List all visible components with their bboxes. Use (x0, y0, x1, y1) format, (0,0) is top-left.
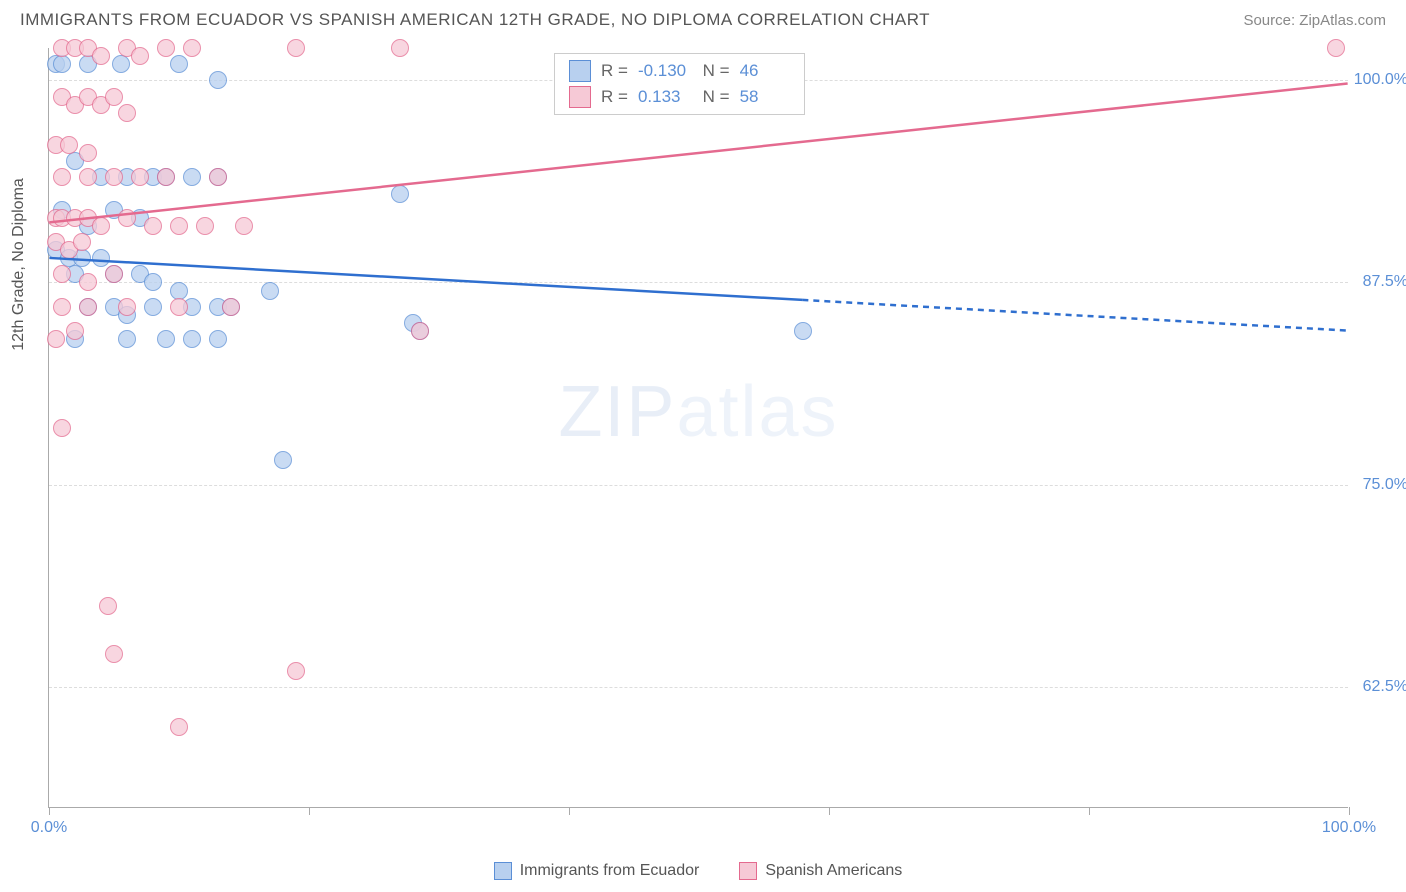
x-tick (49, 807, 50, 815)
scatter-point (287, 662, 305, 680)
y-tick-label: 75.0% (1353, 476, 1406, 494)
scatter-point (183, 330, 201, 348)
x-tick (1089, 807, 1090, 815)
scatter-point (53, 55, 71, 73)
correlation-legend: R = -0.130 N = 46 R = 0.133 N = 58 (554, 53, 805, 115)
trend-line-extrapolated (802, 300, 1347, 331)
legend-n-label: N = (698, 87, 730, 107)
scatter-point (209, 71, 227, 89)
scatter-point (144, 273, 162, 291)
scatter-point (118, 209, 136, 227)
scatter-point (66, 322, 84, 340)
scatter-point (235, 217, 253, 235)
scatter-point (73, 233, 91, 251)
gridline (49, 687, 1348, 688)
legend-n-label: N = (698, 61, 730, 81)
scatter-point (47, 330, 65, 348)
legend-swatch (569, 86, 591, 108)
scatter-point (118, 298, 136, 316)
scatter-point (411, 322, 429, 340)
series-legend: Immigrants from Ecuador Spanish Americans (48, 862, 1348, 880)
legend-swatch (494, 862, 512, 880)
x-tick (829, 807, 830, 815)
scatter-point (79, 144, 97, 162)
scatter-point (144, 217, 162, 235)
x-tick-label: 100.0% (1322, 819, 1376, 837)
scatter-point (53, 265, 71, 283)
scatter-point (170, 55, 188, 73)
x-tick (569, 807, 570, 815)
scatter-point (183, 168, 201, 186)
scatter-point (222, 298, 240, 316)
scatter-point (79, 273, 97, 291)
scatter-point (157, 39, 175, 57)
y-tick-label: 62.5% (1353, 678, 1406, 696)
chart-title: IMMIGRANTS FROM ECUADOR VS SPANISH AMERI… (20, 10, 930, 30)
scatter-point (1327, 39, 1345, 57)
scatter-point (105, 88, 123, 106)
scatter-point (157, 330, 175, 348)
scatter-point (274, 451, 292, 469)
source-attribution: Source: ZipAtlas.com (1243, 12, 1386, 29)
legend-r-label: R = (601, 61, 628, 81)
scatter-point (391, 185, 409, 203)
legend-swatch (569, 60, 591, 82)
scatter-point (261, 282, 279, 300)
legend-r-label: R = (601, 87, 628, 107)
scatter-point (170, 718, 188, 736)
scatter-point (131, 47, 149, 65)
scatter-point (794, 322, 812, 340)
scatter-point (131, 168, 149, 186)
scatter-point (105, 265, 123, 283)
scatter-point (105, 168, 123, 186)
watermark: ZIPatlas (558, 371, 838, 453)
scatter-point (209, 330, 227, 348)
scatter-point (92, 47, 110, 65)
scatter-point (79, 298, 97, 316)
scatter-point (118, 104, 136, 122)
scatter-point (60, 136, 78, 154)
y-tick-label: 87.5% (1353, 273, 1406, 291)
legend-r-value: -0.130 (638, 61, 688, 81)
scatter-point (118, 330, 136, 348)
scatter-point (53, 419, 71, 437)
legend-item: Immigrants from Ecuador (494, 862, 700, 880)
legend-label: Immigrants from Ecuador (520, 862, 700, 880)
scatter-point (287, 39, 305, 57)
scatter-point (183, 39, 201, 57)
y-axis-title: 12th Grade, No Diploma (10, 178, 28, 351)
legend-label: Spanish Americans (765, 862, 902, 880)
trend-lines-svg (49, 48, 1348, 807)
legend-swatch (739, 862, 757, 880)
scatter-point (53, 298, 71, 316)
scatter-point (92, 249, 110, 267)
scatter-point (209, 168, 227, 186)
x-tick (309, 807, 310, 815)
x-tick-label: 0.0% (31, 819, 67, 837)
y-tick-label: 100.0% (1353, 71, 1406, 89)
scatter-point (92, 217, 110, 235)
scatter-point (144, 298, 162, 316)
legend-n-value: 46 (740, 61, 790, 81)
scatter-point (391, 39, 409, 57)
scatter-point (53, 168, 71, 186)
legend-row: R = -0.130 N = 46 (569, 58, 790, 84)
scatter-point (170, 298, 188, 316)
scatter-point (112, 55, 130, 73)
gridline (49, 282, 1348, 283)
legend-item: Spanish Americans (739, 862, 902, 880)
legend-r-value: 0.133 (638, 87, 688, 107)
trend-line (49, 258, 802, 300)
scatter-point (157, 168, 175, 186)
scatter-point (79, 168, 97, 186)
scatter-point (99, 597, 117, 615)
scatter-point (196, 217, 214, 235)
legend-row: R = 0.133 N = 58 (569, 84, 790, 110)
gridline (49, 485, 1348, 486)
scatter-point (105, 645, 123, 663)
legend-n-value: 58 (740, 87, 790, 107)
scatter-point (170, 217, 188, 235)
chart-plot-area: ZIPatlas 12th Grade, No Diploma R =-0.13… (48, 48, 1348, 808)
x-tick (1349, 807, 1350, 815)
